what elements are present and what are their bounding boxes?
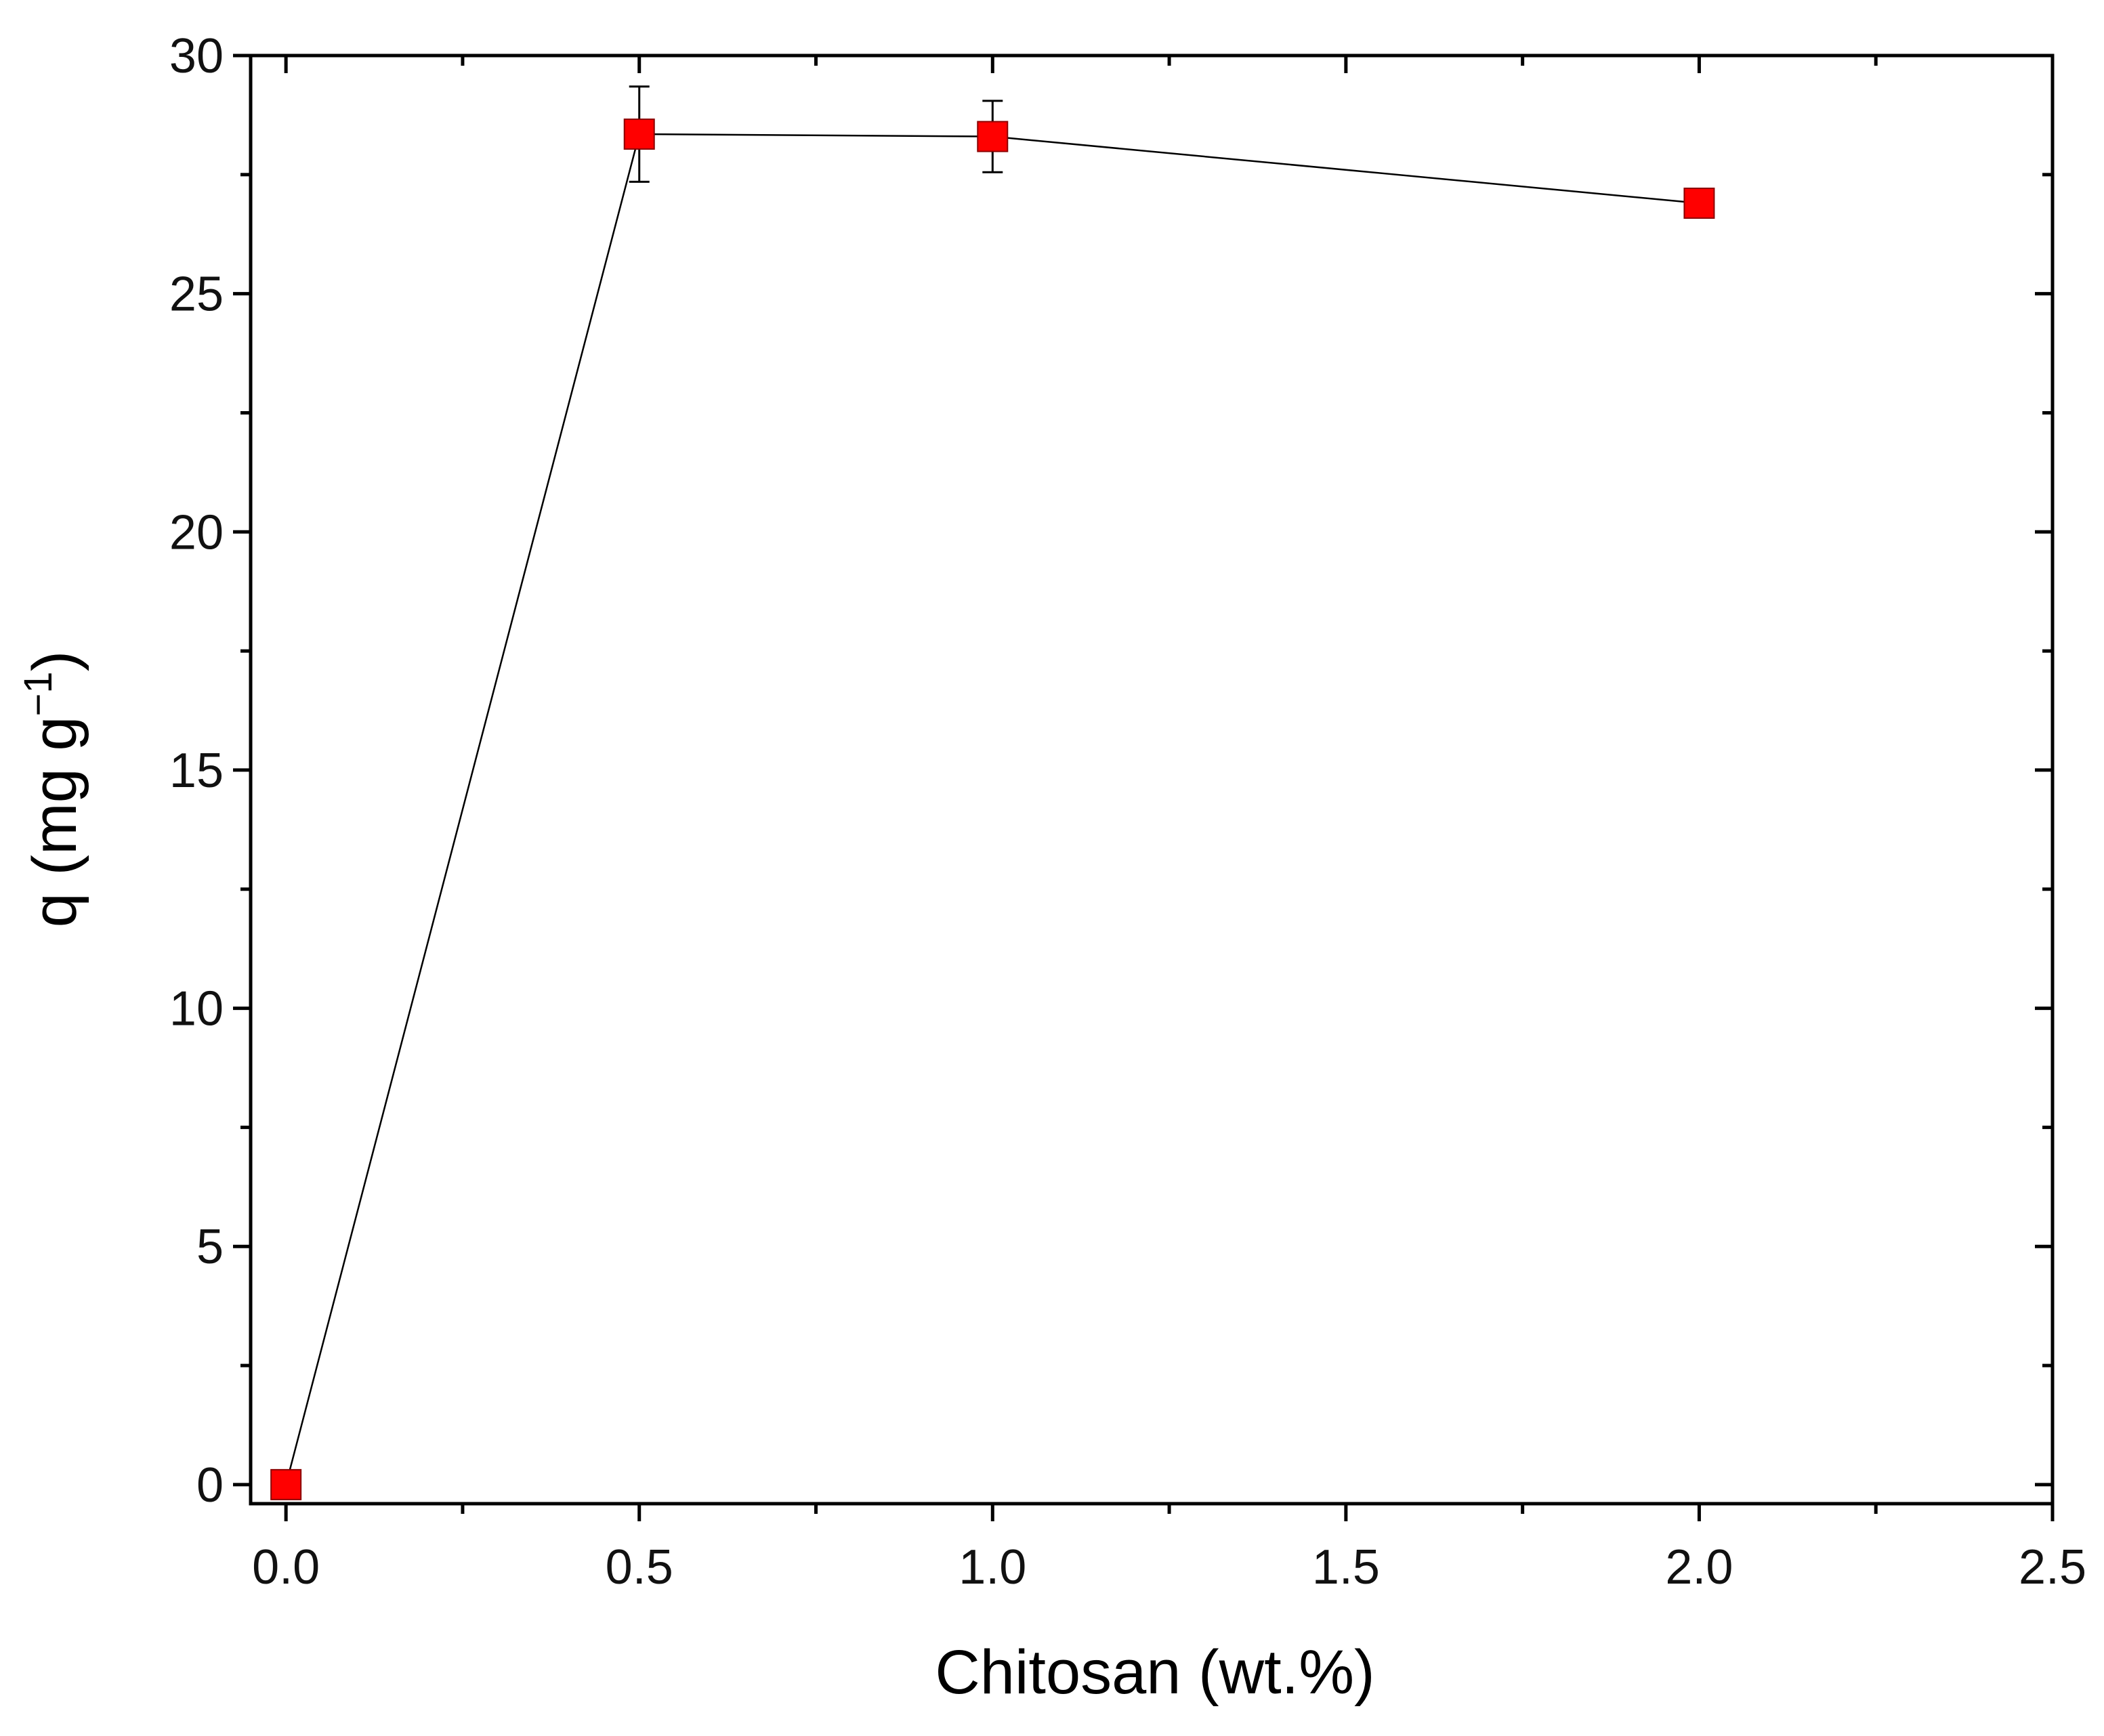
x-tick-label: 1.5 [1312, 1540, 1380, 1594]
plot-frame [249, 54, 2055, 1506]
y-axis-title-main: q (mg g [20, 716, 89, 927]
plot-area-border [249, 54, 2055, 1506]
y-tick-label: 10 [169, 982, 224, 1036]
x-tick-label: 2.5 [2019, 1540, 2086, 1594]
y-tick-label: 30 [169, 29, 224, 83]
series-line [285, 133, 1700, 1485]
x-tick-label: 0.0 [252, 1540, 320, 1594]
y-axis: 0 5 10 15 20 25 30 [169, 29, 2053, 1512]
x-tick-label: 1.0 [959, 1540, 1026, 1594]
x-axis: 0.0 0.5 1.0 1.5 2.0 2.5 [252, 56, 2086, 1594]
y-axis-title: q (mg g−1) [16, 651, 89, 928]
data-point-marker [1683, 188, 1715, 219]
y-tick-label: 15 [169, 744, 224, 798]
x-tick-label: 0.5 [606, 1540, 673, 1594]
data-point-marker [977, 121, 1009, 152]
data-points [270, 119, 1715, 1500]
series-line-group [285, 133, 1700, 1485]
x-axis-title: Chitosan (wt.%) [935, 1638, 1374, 1707]
data-point-marker [270, 1468, 302, 1500]
y-tick-label: 5 [196, 1220, 224, 1274]
error-bars [629, 85, 1710, 219]
y-tick-label: 20 [169, 505, 224, 559]
y-axis-title-superscript: −1 [16, 671, 60, 716]
y-tick-label: 0 [196, 1458, 224, 1512]
y-tick-label: 25 [169, 268, 224, 322]
y-axis-title-close: ) [20, 651, 89, 672]
data-point-marker [623, 119, 655, 150]
x-tick-label: 2.0 [1665, 1540, 1733, 1594]
